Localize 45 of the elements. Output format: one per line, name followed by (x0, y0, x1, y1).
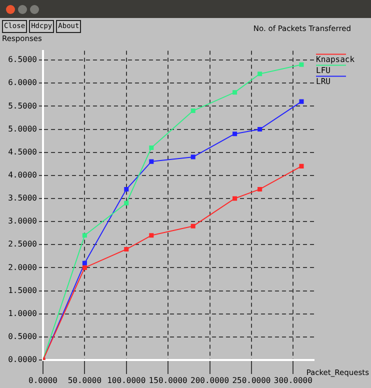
y-tick-label: 1.5000 (8, 286, 38, 295)
x-tick-label: 150.0000 (148, 376, 188, 385)
point (258, 72, 262, 76)
point (124, 246, 129, 252)
point (149, 159, 154, 164)
legend-label: LFU (316, 66, 331, 75)
y-tick-label: 3.5000 (8, 194, 38, 203)
point (190, 108, 196, 114)
y-tick-label: 2.0000 (8, 262, 38, 272)
point (232, 196, 238, 201)
point (232, 90, 238, 95)
point (82, 265, 87, 270)
point (299, 99, 304, 104)
y-tick-label: 1.0000 (8, 308, 38, 318)
point (190, 224, 196, 228)
point (232, 132, 238, 136)
x-tick-label: 0.0000 (28, 376, 58, 385)
y-tick-label: 4.0000 (8, 170, 38, 180)
point (149, 145, 154, 150)
y-tick-label: 6.0000 (8, 78, 38, 88)
legend-label: LRU (316, 76, 331, 86)
point (82, 260, 87, 266)
y-tick-label: 0.0000 (8, 355, 38, 364)
y-tick-label: 0.5000 (8, 332, 38, 342)
point (258, 126, 262, 132)
legend-label: Knapsack (316, 54, 355, 64)
x-tick-label: 200.0000 (190, 376, 230, 385)
point (299, 164, 304, 168)
y-tick-label: 4.5000 (8, 147, 38, 156)
y-tick-label: 6.5000 (8, 55, 38, 64)
y-tick-label: 2.5000 (8, 240, 38, 249)
x-tick-label: 300.0000 (274, 376, 313, 385)
point (299, 62, 304, 67)
y-tick-label: 3.0000 (8, 216, 38, 226)
x-tick-label: 250.0000 (232, 376, 271, 385)
point (124, 200, 129, 206)
x-tick-label: 50.0000 (68, 376, 102, 385)
point (190, 154, 196, 160)
point (82, 233, 87, 238)
point (124, 186, 129, 192)
x-tick-label: 100.0000 (107, 376, 146, 385)
point (258, 186, 262, 192)
y-tick-label: 5.0000 (8, 124, 38, 134)
point (149, 233, 154, 238)
y-tick-label: 5.5000 (8, 101, 38, 110)
